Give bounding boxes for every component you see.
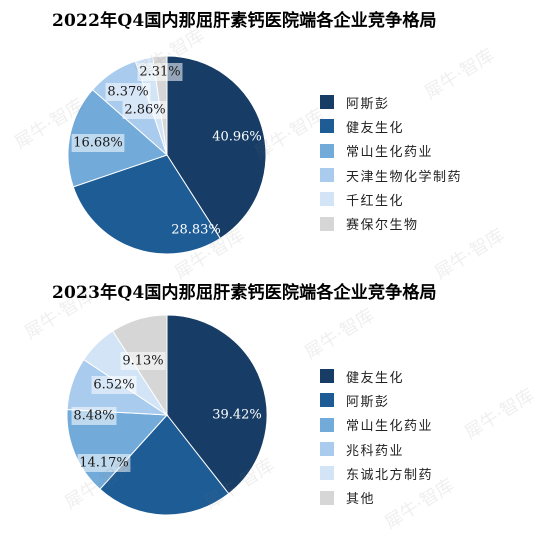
data-label-background — [122, 101, 168, 119]
legend-swatch — [320, 168, 334, 183]
pie-plot: 40.96% 28.83% 16.68% 8.37% 2.86% 2.31% — [67, 55, 267, 255]
data-label: 16.68% — [73, 136, 123, 151]
legend-label: 阿斯彭 — [346, 96, 390, 112]
legend-label: 千红生化 — [346, 193, 405, 209]
legend-item: 常山生化药业 — [320, 139, 462, 163]
legend-swatch — [320, 490, 334, 505]
legend-swatch — [320, 192, 334, 207]
data-label: 39.42% — [212, 408, 262, 423]
legend-swatch — [320, 393, 334, 408]
legend-swatch — [320, 442, 334, 457]
data-label: 40.96% — [212, 130, 262, 145]
data-label: 28.83% — [171, 223, 221, 238]
legend-item: 其他 — [320, 485, 433, 509]
legend-label: 健友生化 — [346, 370, 405, 386]
data-label-background — [71, 134, 125, 152]
data-label: 2.31% — [139, 65, 180, 80]
legend-label: 健友生化 — [346, 120, 405, 136]
data-label-background — [71, 407, 117, 425]
pie-slice — [166, 55, 267, 240]
data-label-background — [77, 454, 131, 472]
data-label-background — [105, 83, 151, 101]
legend-label: 阿斯彭 — [346, 394, 390, 410]
legend-item: 千红生化 — [320, 187, 462, 211]
legend-item: 阿斯彭 — [320, 90, 462, 114]
data-label-background — [137, 63, 183, 81]
legend-swatch — [320, 119, 334, 134]
data-label-background — [120, 352, 166, 370]
legend-label: 常山生化药业 — [346, 145, 434, 161]
chart-title: 2022年Q4国内那屈肝素钙医院端各企业竞争格局 — [52, 11, 437, 31]
legend-item: 东诚北方制药 — [320, 461, 433, 485]
data-label: 14.17% — [79, 456, 129, 471]
data-label: 8.37% — [107, 85, 148, 100]
pie-slice — [99, 414, 230, 516]
legend-swatch — [320, 216, 334, 231]
legend-swatch — [320, 369, 334, 384]
data-label: 6.52% — [93, 378, 134, 393]
legend-label: 常山生化药业 — [346, 419, 434, 435]
legend-swatch — [320, 143, 334, 158]
legend-label: 兆科药业 — [346, 443, 405, 459]
pie-plot: 39.42% 22.29% 14.17% 8.48% 6.52% 9.13% — [66, 314, 268, 532]
legend-label: 赛保尔生物 — [346, 218, 419, 234]
legend-item: 兆科药业 — [320, 437, 433, 461]
data-label-background — [91, 376, 137, 394]
legend-swatch — [320, 466, 334, 481]
legend-swatch — [320, 95, 334, 110]
legend-label: 东诚北方制药 — [346, 467, 434, 483]
legend-label: 其他 — [346, 492, 376, 508]
legend-swatch — [320, 417, 334, 432]
legend-item: 天津生物化学制药 — [320, 163, 462, 187]
legend-label: 天津生物化学制药 — [346, 169, 463, 185]
legend: 健友生化阿斯彭常山生化药业 兆科药业东诚北方制药 其他 — [320, 364, 433, 510]
legend-item: 赛保尔生物 — [320, 211, 462, 235]
legend: 阿斯彭健友生化常山生化药业天津生物化学制药 千红生化赛保尔生物 — [320, 90, 462, 236]
legend-item: 阿斯彭 — [320, 388, 433, 412]
pie-chart-2022: 2022年Q4国内那屈肝素钙医院端各企业竞争格局 40.96% 28.83% 16.… — [0, 0, 534, 270]
pie-slice — [72, 154, 221, 255]
legend-item: 健友生化 — [320, 114, 462, 138]
data-label: 8.48% — [73, 409, 114, 424]
legend-item: 健友生化 — [320, 364, 433, 388]
data-label: 9.13% — [122, 354, 163, 369]
data-label: 22.29% — [140, 517, 190, 532]
pie-slice — [166, 314, 268, 495]
pie-chart-2023: 2023年Q4国内那屈肝素钙医院端各企业竞争格局 39.42% 22.29% 14.… — [0, 272, 534, 542]
chart-title: 2023年Q4国内那屈肝素钙医院端各企业竞争格局 — [52, 283, 437, 303]
legend-item: 常山生化药业 — [320, 413, 433, 437]
data-label: 2.86% — [124, 103, 165, 118]
